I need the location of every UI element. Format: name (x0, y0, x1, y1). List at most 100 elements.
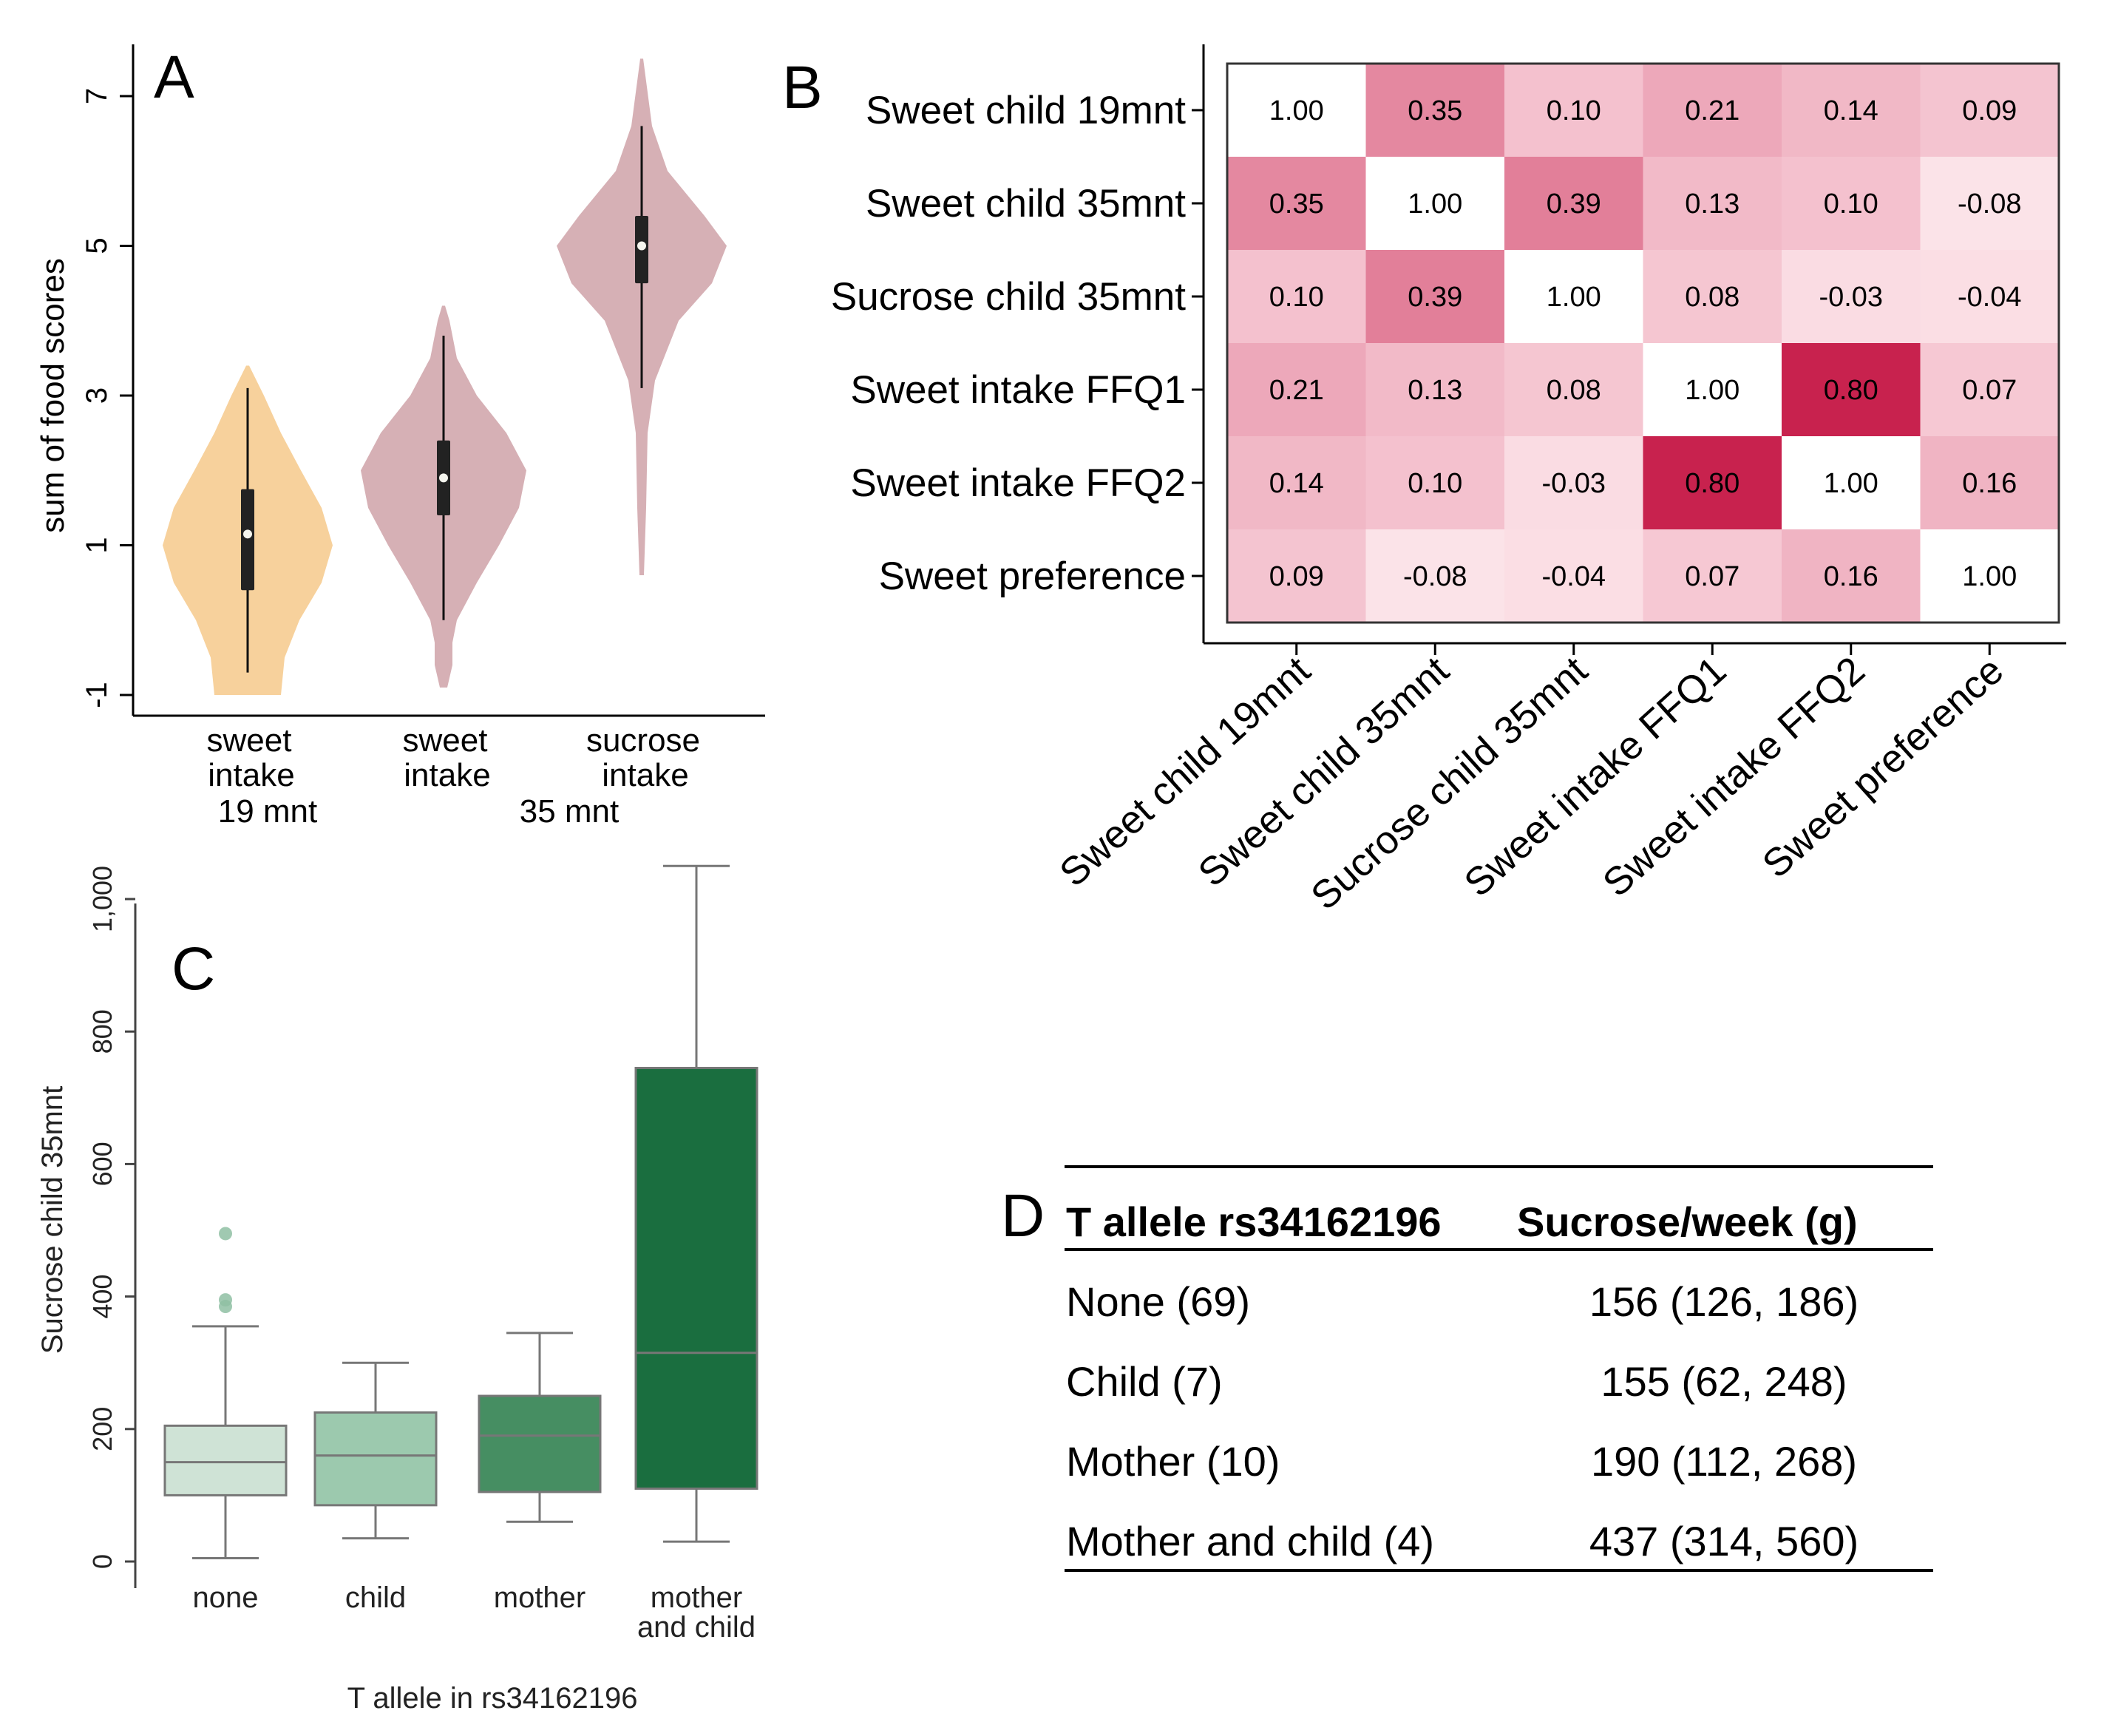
panel-c-category-label: mother (494, 1581, 586, 1614)
table-row-sucrose: 156 (126, 186) (1589, 1278, 1859, 1325)
heatmap-cell-value: 0.80 (1824, 375, 1878, 406)
heatmap-column-label: Sweet child 35mnt (1190, 648, 1458, 895)
heatmap-cell (1920, 64, 2059, 157)
table-header-sucrose: Sucrose/week (g) (1517, 1198, 1858, 1245)
heatmap-cell (1920, 529, 2059, 623)
heatmap-cell-value: 0.39 (1547, 189, 1601, 220)
heatmap-cell-value: 0.13 (1408, 375, 1462, 406)
heatmap-cell-value: -0.08 (1958, 189, 2022, 220)
heatmap-cell-value: 0.08 (1685, 282, 1739, 313)
panel-c-category-label: child (345, 1581, 406, 1614)
heatmap-row-label: Sucrose child 35mnt (831, 275, 1186, 319)
panel-a-category-label: sweet (403, 722, 488, 759)
heatmap-column-label: Sweet child 19mnt (1051, 648, 1319, 895)
heatmap-column-label: Sucrose child 35mnt (1303, 648, 1596, 918)
heatmap-cell (1643, 436, 1782, 529)
heatmap-cell (1365, 529, 1504, 623)
heatmap-cell (1782, 64, 1921, 157)
heatmap-cell-value: 0.21 (1685, 95, 1739, 126)
violin-iqr-box (241, 489, 254, 591)
box-outlier-point (219, 1293, 232, 1307)
panel-b-heatmap: B 1.00 0.35 0.10 0.21 0.14 0.09 0.35 1.00 0.39 0.… (782, 44, 2066, 918)
box-iqr (634, 1066, 758, 1490)
panel-c-y-axis-label: Sucrose child 35mnt (36, 1086, 69, 1354)
heatmap-cell-value: 0.35 (1408, 95, 1462, 126)
heatmap-cell (1782, 250, 1921, 343)
heatmap-cell (1504, 436, 1643, 529)
panel-a-y-tick-label: 5 (81, 237, 113, 254)
heatmap-cell (1504, 529, 1643, 623)
heatmap-cell (1643, 343, 1782, 436)
heatmap-cell-value: 1.00 (1269, 95, 1324, 126)
heatmap-cell-value: 0.80 (1685, 468, 1739, 499)
panel-a-category-label: sweet (207, 722, 292, 759)
heatmap-cell (1504, 157, 1643, 250)
heatmap-cell (1504, 343, 1643, 436)
heatmap-cell (1365, 157, 1504, 250)
panel-c-y-tick-label: 1,000 (87, 866, 118, 932)
table-row-allele: None (69) (1066, 1278, 1250, 1325)
heatmap-cell (1227, 250, 1366, 343)
table-row-allele: Mother and child (4) (1066, 1518, 1434, 1564)
heatmap-cell (1227, 436, 1366, 529)
panel-a-group-label: 19 mnt (218, 793, 318, 830)
table-row-sucrose: 190 (112, 268) (1591, 1438, 1857, 1485)
heatmap-cell-value: -0.04 (1541, 561, 1606, 592)
panel-c-category-label: none (193, 1581, 259, 1614)
heatmap-cell-value: -0.04 (1958, 282, 2022, 313)
panel-a-category-label: intake (404, 757, 490, 793)
heatmap-column-label: Sweet preference (1754, 648, 2012, 886)
heatmap-column-label: Sweet intake FFQ2 (1595, 648, 1873, 905)
heatmap-cell (1920, 343, 2059, 436)
heatmap-cell-value: 0.10 (1824, 189, 1878, 220)
table-row-allele: Child (7) (1066, 1358, 1223, 1405)
box-iqr (163, 1424, 288, 1496)
panel-a-y-tick-label: 7 (81, 88, 113, 104)
panel-c-y-tick-label: 600 (87, 1142, 118, 1186)
heatmap-cell-value: 0.10 (1547, 95, 1601, 126)
heatmap-cell-value: 0.07 (1685, 561, 1739, 592)
panel-a-y-tick-label: -1 (81, 682, 113, 708)
panel-a-y-tick-label: 1 (81, 537, 113, 553)
panel-c-box-chart: C Sucrose child 35mnt T allele in rs3416… (36, 864, 758, 1715)
panel-a-violin-chart: A sum of food scores -11357sweetintakesw… (35, 44, 765, 830)
panel-letter-d: D (1001, 1182, 1045, 1250)
panel-c-y-tick-label: 0 (87, 1554, 118, 1569)
heatmap-cell-value: 0.39 (1408, 282, 1462, 313)
violin-median-marker (243, 529, 252, 539)
heatmap-cell (1643, 64, 1782, 157)
panel-letter-b: B (782, 54, 823, 121)
heatmap-cell-value: 0.14 (1269, 468, 1324, 499)
heatmap-cell-value: 0.21 (1269, 375, 1324, 406)
heatmap-cell (1782, 436, 1921, 529)
panel-c-category-label: mother (651, 1581, 743, 1614)
heatmap-cell (1365, 250, 1504, 343)
heatmap-cell-value: -0.03 (1819, 282, 1883, 313)
heatmap-row-label: Sweet intake FFQ2 (850, 461, 1186, 505)
heatmap-cell (1365, 64, 1504, 157)
violin-median-marker (637, 241, 646, 251)
heatmap-cell (1920, 157, 2059, 250)
panel-letter-a: A (154, 44, 194, 111)
violin-median-marker (439, 473, 448, 483)
table-header-allele: T allele rs34162196 (1066, 1198, 1442, 1245)
heatmap-cell (1504, 250, 1643, 343)
heatmap-cell (1643, 250, 1782, 343)
heatmap-cell (1227, 64, 1366, 157)
panel-d-table: D T allele rs34162196 Sucrose/week (g) N… (1001, 1165, 1933, 1572)
heatmap-row-label: Sweet child 19mnt (866, 89, 1186, 132)
panel-a-group-label: 35 mnt (520, 793, 620, 830)
heatmap-cell-value: 0.16 (1824, 561, 1878, 592)
panel-c-y-tick-label: 200 (87, 1407, 118, 1451)
heatmap-row-label: Sweet preference (879, 555, 1186, 598)
heatmap-cell (1643, 529, 1782, 623)
heatmap-cell-value: 1.00 (1547, 282, 1601, 313)
panel-c-x-axis-label: T allele in rs34162196 (347, 1682, 638, 1715)
heatmap-cell-value: 0.08 (1547, 375, 1601, 406)
heatmap-cell (1782, 529, 1921, 623)
panel-a-category-label: sucrose (586, 722, 700, 759)
heatmap-cell (1782, 343, 1921, 436)
heatmap-cell-value: 0.09 (1269, 561, 1324, 592)
panel-a-y-axis-label: sum of food scores (35, 258, 71, 533)
